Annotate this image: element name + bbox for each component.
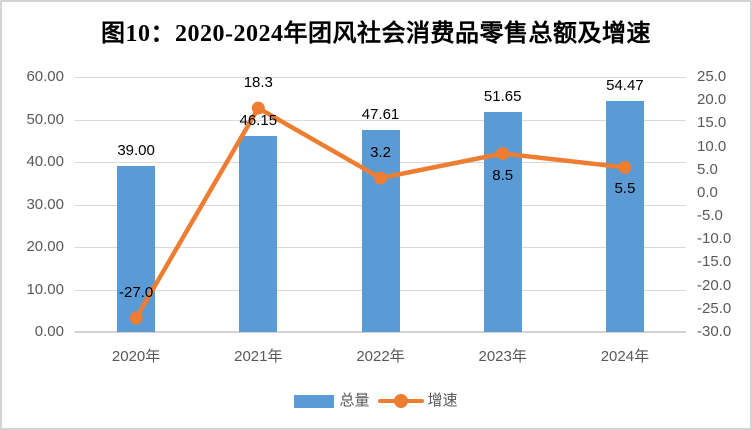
x-axis-label: 2021年 [234,348,283,365]
gridline [75,77,686,78]
bar-value-label: 39.00 [117,142,155,160]
right-axis-tick: 15.0 [697,114,727,132]
right-axis-tick: 20.0 [697,91,727,109]
left-axis-tick: 30.00 [26,195,64,213]
right-axis-tick: 25.0 [697,68,727,85]
legend: 总量 增速 [2,391,750,411]
x-axis-label: 2022年 [356,348,405,365]
line-value-label: 8.5 [492,166,514,184]
right-axis-tick: 0.0 [697,183,718,201]
category-axis-line [75,331,686,333]
right-axis-tick: -25.0 [697,299,732,317]
right-axis-tick: -15.0 [697,253,732,271]
left-axis-tick: 0.00 [34,323,64,340]
bar [483,112,522,332]
chart-title: 图10：2020-2024年团风社会消费品零售总额及增速 [101,21,651,47]
right-axis-tick: -5.0 [697,207,723,225]
legend-line-marker-icon [393,394,408,408]
line-value-label: 18.3 [243,74,273,92]
x-axis-label: 2024年 [600,348,650,365]
line-value-label: 3.2 [370,144,391,162]
x-axis-label: 2020年 [111,348,161,365]
bar [117,166,156,332]
left-axis-tick: 20.00 [26,238,64,255]
right-axis-tick: -30.0 [697,323,732,340]
line-value-label: -27.0 [118,284,154,302]
bar-value-label: 46.15 [239,111,278,129]
legend-line-swatch-icon [377,394,424,408]
legend-bar-swatch-icon [294,394,335,408]
right-axis-tick: 10.0 [697,137,727,155]
bar-value-label: 51.65 [483,88,522,106]
left-axis-tick: 50.00 [26,110,64,128]
bar-value-label: 54.47 [606,76,644,94]
bar-value-label: 47.61 [361,105,400,123]
line-value-label: 5.5 [614,180,636,198]
bar [605,100,644,332]
legend-label-total: 总量 [339,393,370,409]
right-axis-tick: -10.0 [697,230,732,248]
left-axis-tick: 60.00 [26,68,64,85]
right-axis-tick: 5.0 [697,160,718,178]
right-axis-tick: -20.0 [697,276,732,294]
bar [239,135,278,332]
left-axis-tick: 10.00 [26,280,64,298]
left-axis-tick: 40.00 [26,153,64,170]
legend-label-growth: 增速 [427,393,458,409]
x-axis-label: 2023年 [478,348,527,365]
